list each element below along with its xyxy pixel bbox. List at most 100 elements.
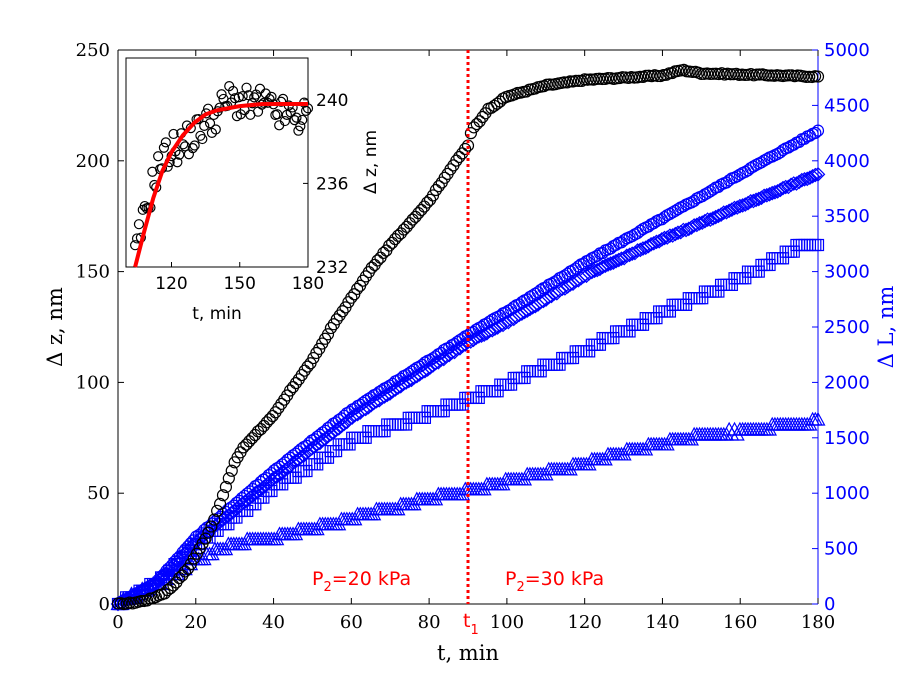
point-dL-diamond <box>805 168 820 184</box>
inset-y-tick-label: 236 <box>316 174 348 194</box>
point-dL-diamond <box>740 195 756 211</box>
point-dz <box>208 513 221 526</box>
point-dL-diamond <box>702 212 718 227</box>
point-dL-diamond <box>323 426 339 442</box>
annotation-p2-30kpa-rest: =30 kPa <box>525 568 604 590</box>
x-tick-label: 80 <box>418 612 441 633</box>
point-dL-diamond <box>614 251 629 267</box>
y-right-tick-label: 4500 <box>824 95 870 116</box>
inset-point-dz <box>289 115 300 126</box>
point-dL-diamond <box>729 200 745 215</box>
point-dz <box>520 85 533 98</box>
point-dz <box>750 68 763 81</box>
point-dz <box>324 321 338 335</box>
point-dz <box>800 70 813 83</box>
point-dL-diamond <box>799 171 815 187</box>
point-dz <box>321 328 335 341</box>
point-dz <box>135 594 148 608</box>
point-dL-diamond <box>756 188 772 204</box>
point-dz <box>403 217 416 230</box>
point-dz <box>438 171 451 184</box>
point-dL-diamond <box>786 176 802 191</box>
point-dz <box>225 464 238 477</box>
inset-point-dz <box>189 140 200 151</box>
point-dL-diamond <box>697 213 713 229</box>
x-tick-label: 40 <box>262 612 285 633</box>
annotation-p2-20kpa-base: P <box>312 568 323 590</box>
point-dz <box>569 74 583 87</box>
point-dL-circle <box>809 126 822 140</box>
x-tick-label: 100 <box>490 612 524 633</box>
point-dz <box>283 384 297 397</box>
inset-point-dz <box>249 92 260 103</box>
point-dL-diamond <box>657 230 672 246</box>
point-dz <box>596 72 609 86</box>
point-dz <box>695 67 708 80</box>
point-dL-circle <box>811 124 825 137</box>
point-dz <box>289 376 303 390</box>
point-dL-diamond <box>436 351 452 367</box>
point-dL-diamond <box>762 186 777 202</box>
inset-point-dz <box>147 166 158 177</box>
inset-point-dz <box>227 85 239 97</box>
inset-y-axis-label: Δ z, nm <box>361 130 381 194</box>
point-dL-diamond <box>759 187 775 203</box>
point-dz <box>432 180 445 193</box>
x-tick-label: 120 <box>567 612 601 633</box>
y-left-tick-label: 150 <box>76 262 110 283</box>
point-dL-diamond <box>681 221 697 237</box>
point-dL-diamond <box>783 177 799 193</box>
inset-point-dz <box>197 133 208 145</box>
point-dL-diamond <box>597 258 613 274</box>
point-dL-diamond <box>748 192 764 208</box>
inset-x-tick-label: 180 <box>292 274 324 294</box>
point-dz <box>686 65 699 79</box>
inset-y-tick-label: 240 <box>316 91 348 111</box>
point-dL-diamond <box>619 248 635 264</box>
inset-point-dz <box>293 125 304 136</box>
inset-point-dz <box>272 109 283 120</box>
inset-point-dz <box>291 112 302 123</box>
point-dz <box>415 203 428 217</box>
inset-point-dz <box>204 118 216 129</box>
point-dz <box>248 428 262 442</box>
point-dL-diamond <box>700 212 715 227</box>
point-dL-diamond <box>807 167 823 183</box>
y-left-tick-label: 50 <box>87 483 110 504</box>
point-dL-diamond <box>743 193 759 209</box>
point-dL-diamond <box>487 321 503 337</box>
y-right-axis-label: Δ L, nm <box>874 286 898 369</box>
point-dL-diamond <box>654 232 670 247</box>
y-right-tick-label: 2000 <box>824 372 870 393</box>
point-dz <box>243 435 256 448</box>
point-dL-diamond <box>794 172 810 188</box>
point-dL-diamond <box>724 202 740 217</box>
point-dL-triangle <box>810 411 826 426</box>
point-dL-diamond <box>797 171 812 187</box>
point-dz <box>240 438 253 451</box>
point-dL-diamond <box>447 344 462 360</box>
inset-point-dz <box>279 115 291 127</box>
point-dz <box>572 74 585 87</box>
point-dL-diamond <box>711 208 726 224</box>
point-dL-diamond <box>802 170 818 186</box>
point-dL-diamond <box>665 228 680 243</box>
inset-point-dz <box>174 149 185 160</box>
x-tick-label: 180 <box>801 612 835 633</box>
point-dL-diamond <box>492 318 508 333</box>
point-dz <box>391 229 405 242</box>
point-dL-square <box>811 238 825 252</box>
point-dL-diamond <box>552 283 567 298</box>
point-dz <box>260 416 273 429</box>
point-dz <box>453 150 466 164</box>
point-dz <box>575 74 588 88</box>
point-dz <box>310 346 323 360</box>
point-dz <box>563 75 577 88</box>
point-dz <box>738 68 752 82</box>
point-dL-diamond <box>358 401 374 417</box>
inset-x-axis-label: t, min <box>192 304 242 324</box>
point-dL-diamond <box>581 266 597 281</box>
point-dL-diamond <box>600 257 616 272</box>
y-left-tick-label: 100 <box>76 372 110 393</box>
point-dz <box>333 309 346 322</box>
